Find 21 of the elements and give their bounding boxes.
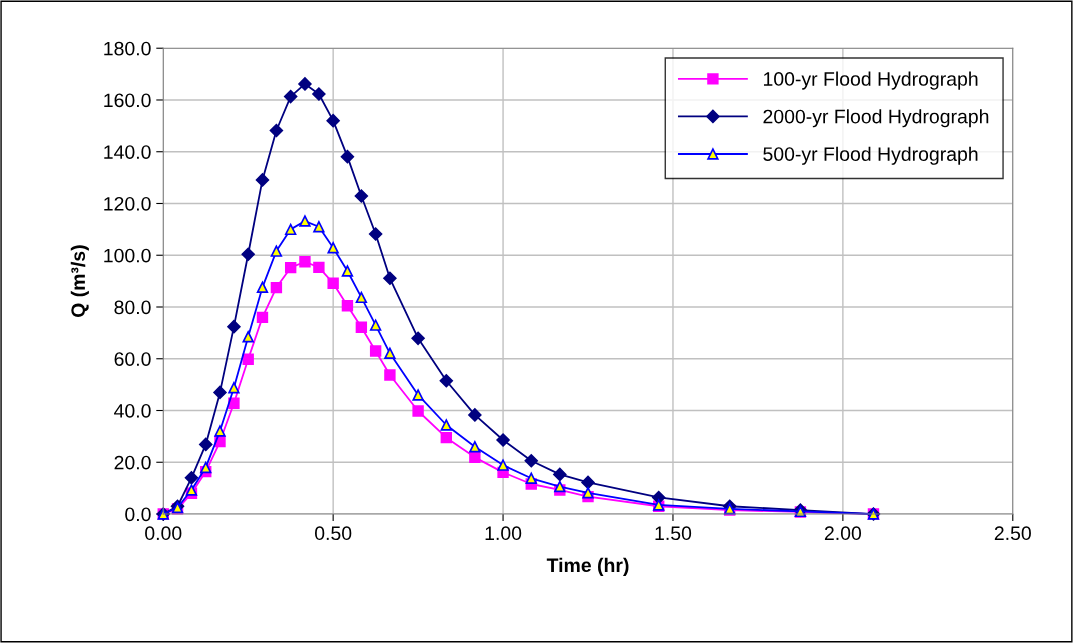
y-tick-label: 120.0 — [104, 196, 151, 211]
y-tick-label: 160.0 — [104, 93, 151, 108]
x-tick-label: 0.50 — [314, 526, 352, 541]
y-tick-label: 20.0 — [114, 455, 151, 470]
legend-label: 2000-yr Flood Hydrograph — [763, 109, 989, 128]
legend-label: 100-yr Flood Hydrograph — [763, 71, 978, 90]
x-tick-label: 2.00 — [824, 526, 862, 541]
y-tick-label: 80.0 — [114, 300, 151, 315]
y-tick-label: 40.0 — [114, 403, 151, 418]
x-axis-title: Time (hr) — [546, 557, 629, 576]
x-tick-label: 0.00 — [145, 526, 182, 541]
legend-label: 500-yr Flood Hydrograph — [763, 146, 978, 165]
y-tick-label: 100.0 — [104, 248, 151, 263]
x-tick-label: 1.00 — [485, 526, 522, 541]
x-tick-label: 1.50 — [655, 526, 692, 541]
y-axis-title: Q (m³/s) — [70, 245, 89, 318]
y-tick-label: 180.0 — [104, 41, 151, 56]
y-tick-label: 0.0 — [125, 507, 151, 522]
y-tick-label: 60.0 — [114, 352, 151, 366]
y-tick-label: 140.0 — [104, 145, 151, 159]
x-tick-label: 2.50 — [994, 526, 1031, 541]
